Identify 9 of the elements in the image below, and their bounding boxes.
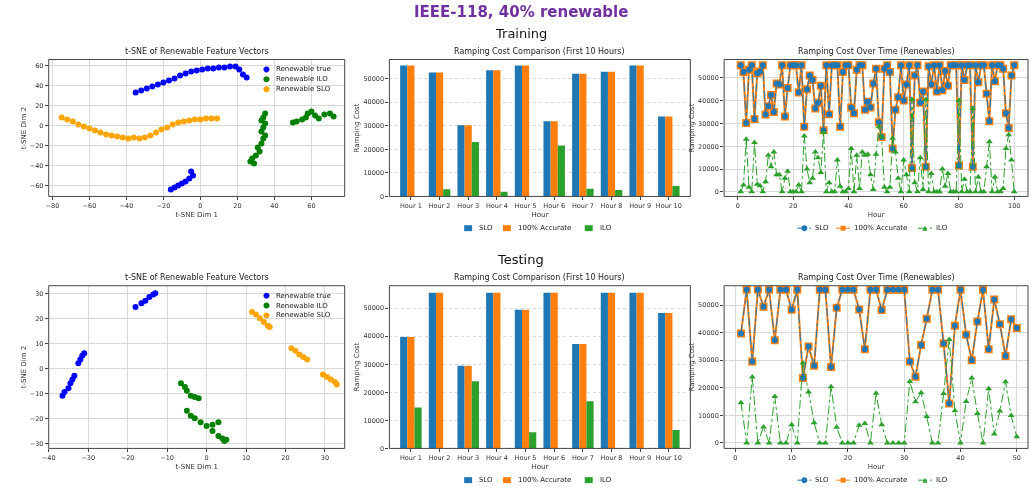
chart-title: t-SNE of Renewable Feature Vectors — [125, 47, 269, 56]
chart-title: Ramping Cost Comparison (First 10 Hours) — [454, 47, 625, 56]
chart-title: t-SNE of Renewable Feature Vectors — [125, 273, 269, 282]
text: IEEE-118, 40% renewable — [414, 3, 629, 21]
chart-title: Ramping Cost Over Time (Renewables) — [798, 47, 955, 56]
chart-title: Ramping Cost Over Time (Renewables) — [798, 273, 955, 282]
text: Testing — [497, 252, 544, 267]
chart-title: Ramping Cost Comparison (First 10 Hours) — [454, 273, 625, 282]
text: Training — [495, 26, 548, 41]
